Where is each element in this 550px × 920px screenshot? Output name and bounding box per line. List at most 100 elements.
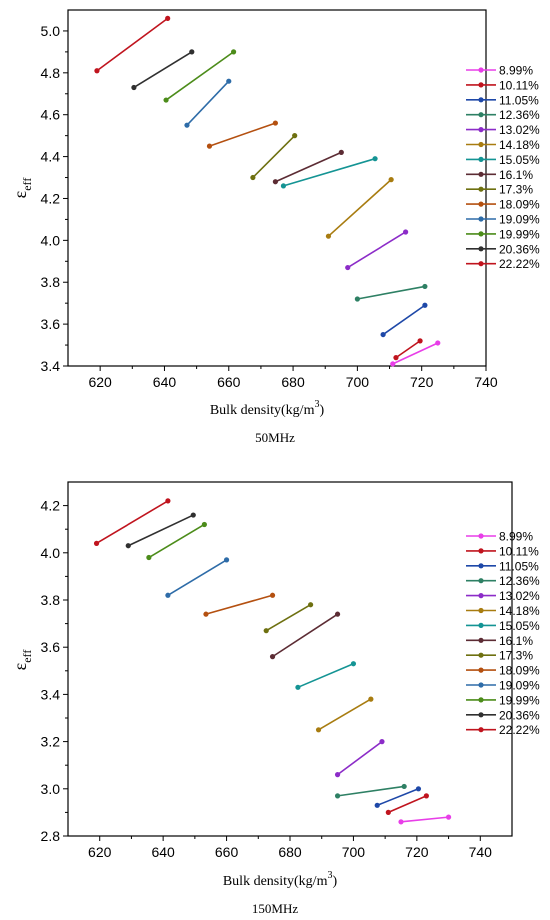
series-14.18% xyxy=(325,177,394,239)
y-tick-label: 3.6 xyxy=(41,639,61,655)
series-line xyxy=(297,662,354,689)
series-17.3% xyxy=(250,133,298,181)
legend-item: 19.99% xyxy=(466,227,540,241)
legend-swatch-marker xyxy=(478,652,484,658)
data-point xyxy=(435,340,441,346)
data-point xyxy=(203,611,209,617)
data-point xyxy=(390,361,396,367)
series-line xyxy=(395,340,421,359)
x-tick-label: 680 xyxy=(281,374,305,390)
data-point xyxy=(445,814,452,820)
legend-label: 10.11% xyxy=(499,544,539,558)
series-16.1% xyxy=(272,149,344,185)
legend-item: 19.99% xyxy=(466,693,540,707)
data-point xyxy=(325,233,332,239)
data-point xyxy=(334,772,341,778)
y-tick-label: 5.0 xyxy=(41,23,61,39)
data-point xyxy=(125,543,131,549)
legend-label: 19.09% xyxy=(499,213,540,227)
chart-caption: 50MHz xyxy=(255,430,295,445)
data-point xyxy=(230,49,237,55)
data-point xyxy=(345,264,351,271)
series-10.11% xyxy=(385,793,429,816)
legend-swatch-marker xyxy=(478,578,484,584)
series-line xyxy=(272,613,339,658)
series-line xyxy=(337,740,383,776)
series-line xyxy=(392,342,439,365)
series-20.36% xyxy=(125,512,196,549)
data-point xyxy=(385,809,391,816)
series-19.99% xyxy=(163,49,237,103)
series-18.09% xyxy=(203,592,276,617)
legend-item: 10.11% xyxy=(466,544,539,558)
legend-item: 13.02% xyxy=(466,589,540,603)
legend-label: 14.18% xyxy=(499,604,540,618)
chart-caption: 150MHz xyxy=(252,901,298,916)
series-line xyxy=(165,51,235,101)
chart-2: 620 640 660 680 700 720 740 2.8 3.0 3.2 3.4 3.6 3.8 4… xyxy=(10,481,540,916)
legend-label: 16.1% xyxy=(499,168,533,182)
x-tick-label: 660 xyxy=(217,374,241,390)
series-line xyxy=(347,231,407,269)
legend-swatch-marker xyxy=(478,186,484,192)
legend-label: 16.1% xyxy=(499,634,533,648)
data-point xyxy=(201,521,207,528)
legend-item: 15.05% xyxy=(466,619,540,633)
series-19.99% xyxy=(146,521,207,561)
legend-label: 11.05% xyxy=(499,93,539,107)
series-line xyxy=(96,500,169,545)
y-tick-label: 4.4 xyxy=(41,149,61,165)
x-tick-label: 640 xyxy=(151,844,175,860)
y-tick-label: 4.2 xyxy=(41,190,61,206)
data-point xyxy=(379,739,385,745)
legend-label: 19.99% xyxy=(499,227,540,241)
data-point xyxy=(338,149,344,155)
legend-item: 8.99% xyxy=(466,530,533,544)
y-axis-title-sub: eff xyxy=(20,178,34,191)
data-point xyxy=(315,727,322,733)
series-11.05% xyxy=(380,302,428,338)
data-point xyxy=(280,183,287,189)
legend-item: 14.18% xyxy=(466,604,540,618)
data-point xyxy=(372,156,378,162)
legend-label: 18.09% xyxy=(499,198,540,212)
series-line xyxy=(337,785,405,797)
x-tick-label: 660 xyxy=(215,844,239,860)
x-tick-label: 620 xyxy=(88,844,112,860)
legend-label: 10.11% xyxy=(499,78,539,92)
series-13.02% xyxy=(334,739,385,778)
x-tick-label: 720 xyxy=(410,374,434,390)
data-point xyxy=(146,554,152,561)
series-10.11% xyxy=(393,338,423,361)
data-point xyxy=(393,355,399,361)
data-point xyxy=(165,592,171,598)
series-16.1% xyxy=(269,611,341,660)
legend-swatch-marker xyxy=(478,667,484,673)
legend-label: 15.05% xyxy=(499,619,540,633)
legend-swatch-marker xyxy=(478,697,484,703)
data-point xyxy=(422,302,428,308)
data-point xyxy=(398,819,404,825)
legend-item: 22.22% xyxy=(466,723,540,737)
x-tick-label: 640 xyxy=(153,374,177,390)
y-tick-label: 3.6 xyxy=(41,316,61,332)
y-tick-label: 4.0 xyxy=(41,545,61,561)
x-axis-title-sup: 3 xyxy=(314,399,319,410)
data-point xyxy=(269,654,276,660)
data-point xyxy=(334,793,341,799)
legend-swatch-marker xyxy=(478,261,484,267)
series-line xyxy=(96,17,169,72)
x-tick-label: 740 xyxy=(474,374,498,390)
legend-label: 18.09% xyxy=(499,664,540,678)
legend-label: 17.3% xyxy=(499,183,533,197)
data-point xyxy=(401,783,407,790)
legend-swatch-marker xyxy=(478,127,484,133)
plot-frame xyxy=(67,9,487,367)
legend-swatch-marker xyxy=(478,622,484,629)
series-22.22% xyxy=(93,498,171,546)
data-point xyxy=(292,133,298,139)
x-tick-label: 700 xyxy=(346,374,370,390)
legend-item: 22.22% xyxy=(466,257,540,271)
series-line xyxy=(376,788,419,807)
data-point xyxy=(295,684,301,690)
